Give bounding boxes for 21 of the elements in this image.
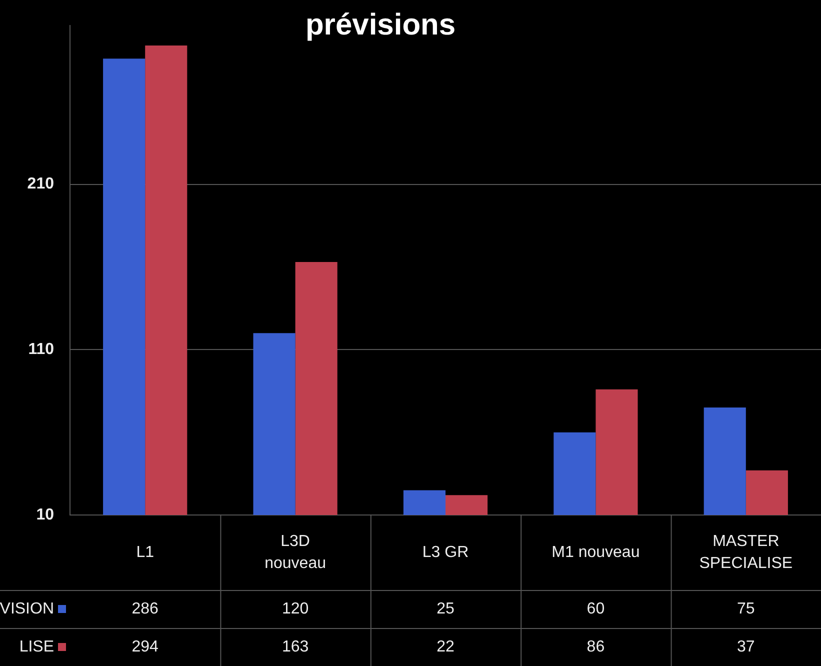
x-tick-label: M1 nouveau: [552, 544, 640, 561]
data-label: 25: [436, 600, 454, 618]
x-tick-label: L3 GR: [422, 544, 469, 561]
y-tick-label: 210: [27, 176, 54, 193]
data-label: 120: [282, 600, 309, 618]
data-label: 22: [436, 638, 454, 656]
data-label: 60: [586, 600, 605, 618]
data-label: 294: [132, 638, 159, 656]
x-tick-label: MASTER SPECIALISE: [699, 532, 793, 572]
data-label: 86: [586, 638, 605, 656]
y-tick-label: 110: [28, 341, 54, 358]
chart-title: prévisions: [305, 8, 456, 42]
y-tick-label: 10: [36, 506, 54, 524]
legend-label: VISION: [0, 600, 54, 618]
x-tick-label: L3D nouveau: [264, 532, 326, 572]
data-label: 75: [737, 600, 755, 618]
legend-label: LISE: [19, 638, 54, 656]
data-label: 163: [282, 638, 309, 656]
data-label: 286: [132, 600, 159, 618]
x-tick-label: L1: [136, 544, 154, 561]
data-label: 37: [737, 638, 755, 656]
